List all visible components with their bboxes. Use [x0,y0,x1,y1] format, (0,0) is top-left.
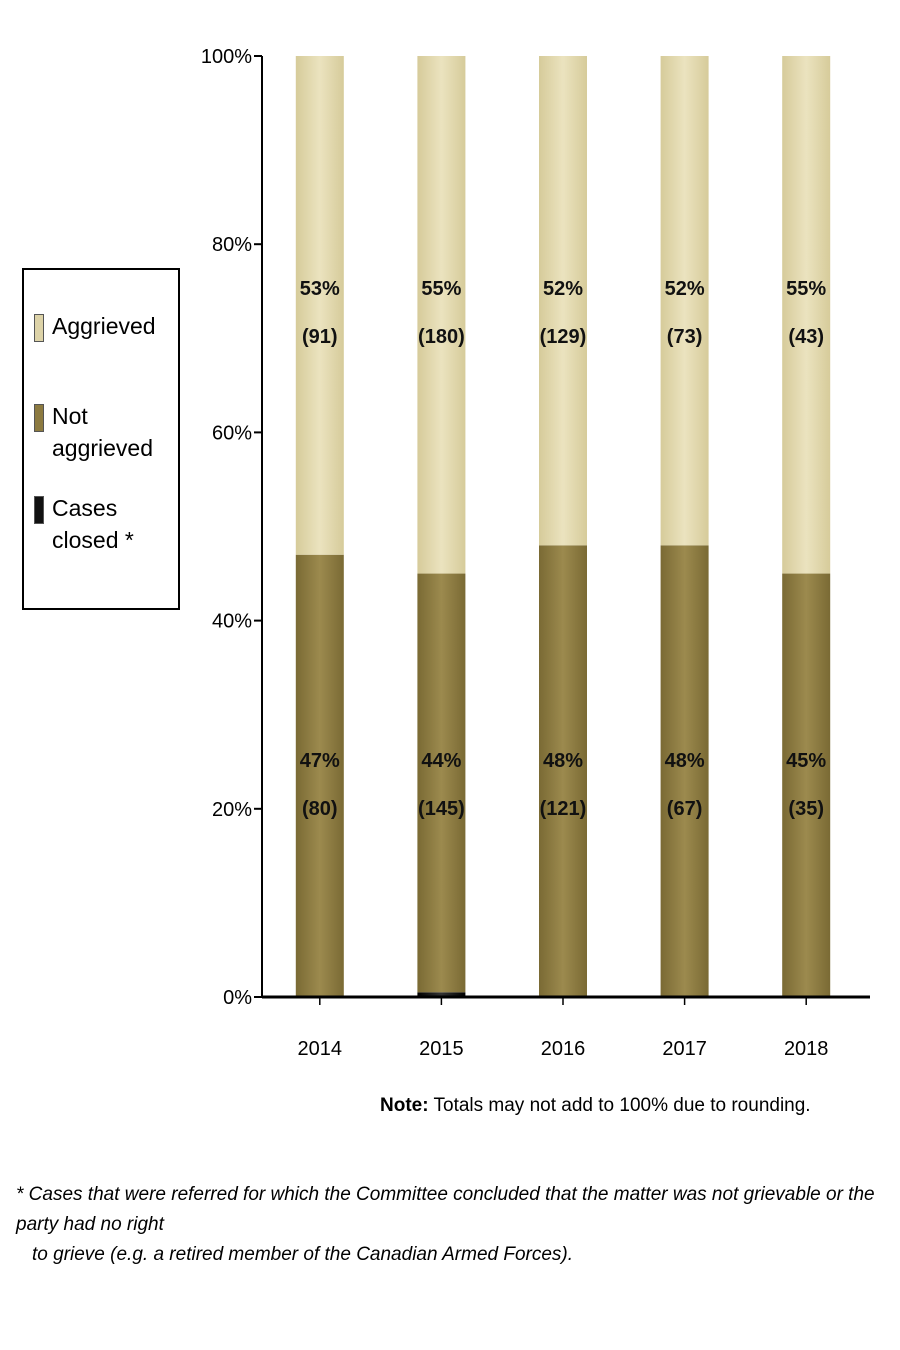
bar-label-count: (180) [418,326,465,348]
bar-segment-not-aggrieved-2015 [417,573,466,993]
bar-label-percent: 55% [786,278,826,300]
bar-label-percent: 53% [300,278,340,300]
footnote-line2: to grieve (e.g. a retired member of the … [32,1244,574,1265]
bar-label-count: (129) [540,326,587,348]
bar-segment-not-aggrieved-2016 [539,545,587,997]
x-tick-label: 2014 [298,1038,343,1060]
bar-label-percent: 52% [543,278,583,300]
legend-item-cases-closed: Cases closed * [34,492,172,556]
bar-segment-aggrieved-2015 [417,56,466,574]
x-tick-label: 2015 [419,1038,464,1060]
legend-swatch-not-aggrieved [34,404,44,432]
y-tick-label: 0% [223,987,252,1009]
x-tick-label: 2016 [541,1038,586,1060]
bar-label-count: (145) [418,798,465,820]
bar-label-percent: 45% [786,750,826,772]
note: Note: Totals may not add to 100% due to … [380,1095,811,1117]
bar-label-count: (67) [667,798,703,820]
y-tick-label: 60% [212,422,252,444]
legend-label-cases-closed: Cases closed * [52,492,172,556]
bar-label-percent: 48% [543,750,583,772]
note-text: Totals may not add to 100% due to roundi… [428,1095,811,1116]
bar-segment-aggrieved-2017 [660,56,709,546]
bar-label-count: (121) [540,798,587,820]
note-bold: Note: [380,1095,429,1116]
bar-label-count: (91) [302,326,338,348]
legend-label-aggrieved: Aggrieved [52,313,156,339]
bar-label-count: (35) [788,798,824,820]
footnote: * Cases that were referred for which the… [16,1180,896,1270]
bar-label-percent: 44% [421,750,461,772]
y-tick-label: 40% [212,611,252,633]
bar-segment-cases-closed-2015 [417,992,466,997]
bar-labels: 47% (80) 53% (91) 44% (145) 55% (180) 48% (121) 52… [300,278,827,820]
bar-segment-aggrieved-2016 [539,56,587,546]
legend-swatch-cases-closed [34,496,44,524]
bar-label-percent: 55% [421,278,461,300]
bar-label-percent: 48% [665,750,705,772]
bar-segment-not-aggrieved-2014 [295,554,344,997]
bar-label-count: (80) [302,798,338,820]
bars [295,56,831,997]
legend: Aggrieved Not aggrieved Cases closed * [22,268,180,610]
bar-label-percent: 52% [665,278,705,300]
bar-segment-not-aggrieved-2018 [782,573,831,997]
y-tick-label: 100% [201,46,252,68]
bar-segment-not-aggrieved-2017 [660,545,709,997]
legend-swatch-aggrieved [34,314,44,342]
legend-label-not-aggrieved: Not aggrieved [52,403,154,461]
x-tick-label: 2017 [662,1038,707,1060]
legend-item-aggrieved: Aggrieved [34,310,172,342]
bar-label-percent: 47% [300,750,340,772]
legend-item-not-aggrieved: Not aggrieved [34,400,172,464]
x-axis: 2014 2015 2016 2017 2018 [262,995,870,1060]
stacked-bar-chart: 0% 20% 40% 60% 80% 100% 47% (80) 53% (91) 44% (145… [201,46,870,1060]
bar-segment-aggrieved-2018 [782,56,831,574]
bar-label-count: (43) [788,326,824,348]
legend-label-cases-closed-line2: closed * [52,527,134,553]
bar-label-count: (73) [667,326,703,348]
y-axis: 0% 20% 40% 60% 80% 100% [201,46,263,1009]
y-tick-label: 80% [212,234,252,256]
bar-segment-aggrieved-2014 [295,56,344,555]
footnote-line1: * Cases that were referred for which the… [16,1184,875,1235]
x-tick-label: 2018 [784,1038,829,1060]
legend-label-cases-closed-line1: Cases [52,495,118,521]
y-tick-label: 20% [212,799,252,821]
